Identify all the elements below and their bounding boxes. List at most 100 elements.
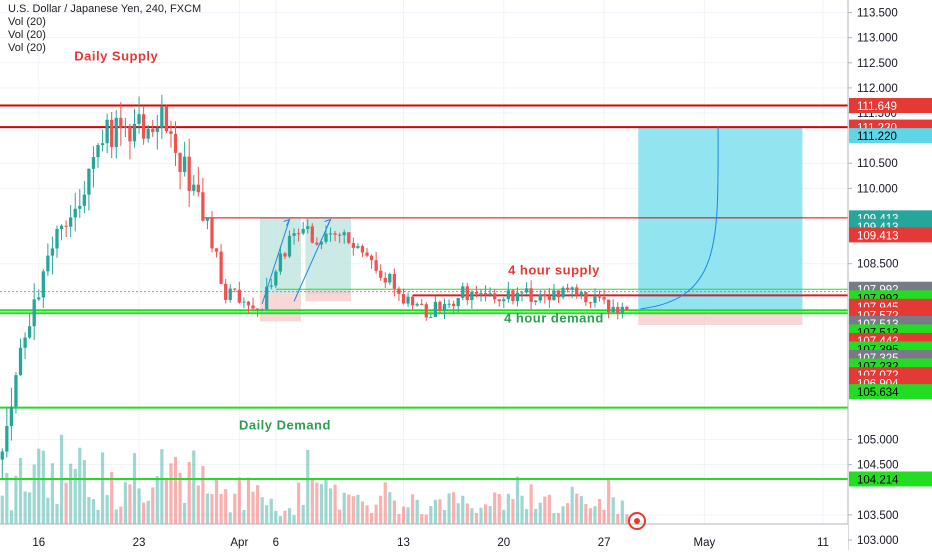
candle-body (397, 288, 401, 294)
candle-body (392, 273, 397, 289)
symbol-title[interactable]: U.S. Dollar / Japanese Yen, 240, FXCM (8, 3, 202, 15)
candle-body (415, 303, 419, 306)
volume-bar (552, 513, 556, 524)
price-label-bg (849, 471, 932, 487)
volume-study-3[interactable]: Vol (20) (8, 42, 46, 54)
volume-study-2[interactable]: Vol (20) (8, 29, 46, 41)
replay-icon-dot (634, 518, 640, 524)
candle-body (82, 194, 86, 206)
volume-bar (274, 510, 278, 524)
volume-bar (401, 506, 406, 524)
volume-bar (593, 506, 597, 524)
volume-bar (210, 494, 214, 524)
candle-body (388, 273, 392, 283)
candle-body (160, 106, 164, 128)
volume-bar (620, 500, 624, 524)
candle-body (552, 290, 556, 301)
candle-body (433, 301, 438, 318)
volume-bar (100, 452, 105, 524)
volume-bar (338, 509, 342, 524)
volume-bar (497, 494, 501, 524)
y-tick-label: 112.500 (857, 58, 898, 70)
volume-bar (493, 492, 497, 524)
y-tick-label: 108.500 (857, 259, 899, 271)
volume-bar (420, 514, 424, 524)
volume-bar (566, 503, 570, 524)
candle-body (515, 292, 520, 302)
volume-bar (233, 493, 237, 524)
candle-body (524, 288, 529, 293)
volume-bar (607, 478, 611, 524)
candle-body (5, 425, 9, 452)
volume-bar (602, 509, 606, 524)
candle-body (205, 218, 210, 221)
candle-body (274, 271, 278, 286)
x-tick-label: 11 (817, 537, 829, 549)
candle-body (255, 308, 260, 310)
candle-body (278, 253, 283, 272)
volume-bar (470, 508, 474, 524)
candle-body (379, 270, 383, 278)
candle-body (201, 192, 205, 221)
volume-bar (64, 482, 68, 524)
candle-body (237, 289, 241, 303)
candle-body (625, 306, 629, 310)
volume-bar (392, 500, 396, 524)
volume-bar (611, 497, 615, 524)
y-tick-label: 113.500 (857, 8, 898, 20)
candle-body (306, 226, 310, 229)
volume-bar (0, 495, 4, 524)
volume-bar (315, 482, 319, 524)
candle-body (18, 347, 23, 376)
volume-bar (333, 484, 337, 524)
volume-bar (356, 494, 360, 524)
candle-body (470, 291, 474, 301)
volume-bar (442, 510, 447, 524)
volume-bar (374, 504, 378, 524)
candle-body (105, 119, 109, 144)
candle-body (69, 217, 73, 227)
candle-body (55, 229, 59, 249)
volume-bar (292, 515, 296, 524)
horizontal-levels[interactable] (0, 104, 848, 480)
candle-body (260, 309, 264, 311)
volume-bar (228, 512, 232, 524)
candle-body (319, 241, 324, 245)
candle-body (46, 255, 50, 272)
price-label-bg (849, 384, 932, 400)
volume-bar (96, 509, 100, 524)
volume-bar (328, 488, 333, 524)
candle-body (324, 233, 328, 242)
volume-bar (365, 505, 369, 524)
volume-bar (625, 514, 629, 524)
x-tick-label: 23 (133, 537, 146, 549)
candle-body (575, 287, 579, 296)
volume-bar (461, 495, 465, 524)
candle-body (137, 114, 141, 124)
x-tick-label: 6 (273, 537, 279, 549)
x-tick-label: 16 (32, 537, 45, 549)
candle-body (520, 292, 524, 294)
volume-bar (570, 486, 574, 524)
volume-bar (287, 508, 292, 524)
volume-bar (597, 498, 602, 524)
volume-bar (616, 513, 620, 524)
candle-body (192, 184, 196, 191)
volume-study-1[interactable]: Vol (20) (8, 16, 46, 28)
volume-bar (23, 491, 27, 524)
volume-bar (55, 503, 59, 524)
volume-bar (310, 478, 314, 524)
volume-bar (278, 515, 282, 524)
candle-body (383, 277, 387, 283)
volume-bar (119, 506, 123, 524)
candle-body (87, 168, 91, 195)
candle-body (228, 288, 232, 300)
x-tick-label: 27 (598, 537, 611, 549)
price-label-bg (849, 227, 932, 243)
volume-bar (447, 493, 451, 524)
candle-body (374, 260, 378, 271)
x-tick-label: 13 (397, 537, 410, 549)
candle-body (219, 251, 223, 284)
